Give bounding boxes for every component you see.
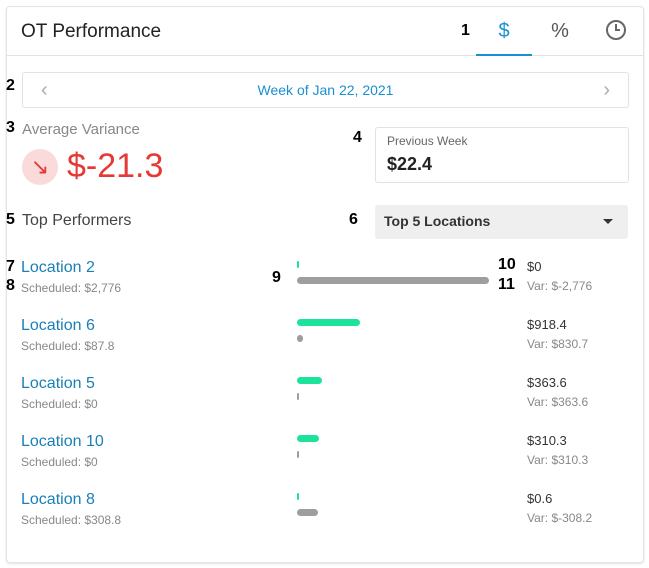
ot-performance-card: OT Performance $ % ‹ Week of Jan 22, 202… bbox=[6, 6, 644, 563]
annotation-9: 9 bbox=[272, 269, 281, 286]
location-name-link[interactable]: Location 8 bbox=[21, 491, 95, 508]
scheduled-bar bbox=[297, 335, 303, 342]
ot-bar bbox=[297, 261, 299, 268]
scheduled-bar bbox=[297, 277, 489, 284]
annotation-5: 5 bbox=[6, 211, 15, 228]
scheduled-bar bbox=[297, 451, 299, 458]
scheduled-bar bbox=[297, 509, 318, 516]
location-variance: Var: $-2,776 bbox=[527, 279, 593, 293]
location-variance: Var: $830.7 bbox=[527, 337, 589, 351]
location-value: $0.6 bbox=[527, 491, 553, 506]
location-scheduled: Scheduled: $87.8 bbox=[21, 339, 115, 353]
location-name-link[interactable]: Location 5 bbox=[21, 375, 95, 392]
location-name-link[interactable]: Location 10 bbox=[21, 433, 104, 450]
percent-icon: % bbox=[551, 20, 569, 42]
location-value: $0 bbox=[527, 259, 542, 274]
ot-bar bbox=[297, 435, 319, 442]
dollar-icon: $ bbox=[498, 20, 510, 42]
annotation-2: 2 bbox=[6, 77, 15, 94]
arrow-down-right-icon: ↘ bbox=[22, 149, 58, 185]
location-value: $918.4 bbox=[527, 317, 567, 332]
location-scheduled: Scheduled: $308.8 bbox=[21, 513, 122, 527]
location-name-link[interactable]: Location 6 bbox=[21, 317, 95, 334]
card-title: OT Performance bbox=[21, 21, 162, 42]
location-variance: Var: $310.3 bbox=[527, 453, 589, 467]
location-row: Location 2 Scheduled: $2,776 $0 Var: $-2,77… bbox=[7, 259, 643, 309]
select-value: Top 5 Locations bbox=[384, 213, 491, 229]
location-scheduled: Scheduled: $0 bbox=[21, 455, 98, 469]
annotation-11: 11 bbox=[498, 276, 515, 293]
previous-week-box: Previous Week $22.4 bbox=[375, 127, 629, 183]
annotation-6: 6 bbox=[349, 211, 358, 228]
annotation-8: 8 bbox=[6, 277, 15, 294]
average-variance-label: Average Variance bbox=[22, 121, 140, 138]
annotation-4: 4 bbox=[353, 129, 362, 146]
card-header: OT Performance $ % bbox=[7, 7, 643, 56]
week-label: Week of Jan 22, 2021 bbox=[257, 82, 394, 98]
location-scheduled: Scheduled: $0 bbox=[21, 397, 98, 411]
top-locations-select[interactable]: Top 5 Locations bbox=[375, 205, 628, 239]
location-row: Location 6 Scheduled: $87.8 $918.4 Var: $83… bbox=[7, 317, 643, 367]
location-name-link[interactable]: Location 2 bbox=[21, 259, 95, 276]
ot-bar bbox=[297, 319, 360, 326]
location-row: Location 5 Scheduled: $0 $363.6 Var: $363.6 bbox=[7, 375, 643, 425]
previous-week-label: Previous Week bbox=[387, 134, 468, 148]
tab-percent[interactable]: % bbox=[532, 7, 588, 55]
location-scheduled: Scheduled: $2,776 bbox=[21, 281, 122, 295]
chevron-left-icon[interactable]: ‹ bbox=[41, 79, 48, 101]
previous-week-value: $22.4 bbox=[387, 154, 433, 174]
scheduled-bar bbox=[297, 393, 299, 400]
location-variance: Var: $363.6 bbox=[527, 395, 589, 409]
location-row: Location 10 Scheduled: $0 $310.3 Var: $310.… bbox=[7, 433, 643, 483]
annotation-3: 3 bbox=[6, 119, 15, 136]
ot-bar bbox=[297, 377, 322, 384]
annotation-1: 1 bbox=[461, 22, 470, 39]
tab-clock[interactable] bbox=[588, 7, 644, 55]
tab-dollar[interactable]: $ bbox=[476, 7, 532, 56]
clock-icon bbox=[606, 20, 626, 41]
location-value: $363.6 bbox=[527, 375, 567, 390]
annotation-10: 10 bbox=[498, 256, 516, 273]
ot-bar bbox=[297, 493, 299, 500]
average-variance-value: $-21.3 bbox=[67, 147, 164, 185]
location-value: $310.3 bbox=[527, 433, 567, 448]
annotation-7: 7 bbox=[6, 258, 15, 275]
location-variance: Var: $-308.2 bbox=[527, 511, 593, 525]
week-selector: ‹ Week of Jan 22, 2021 › bbox=[22, 72, 629, 108]
caret-down-icon bbox=[603, 219, 613, 224]
top-performers-label: Top Performers bbox=[22, 212, 132, 229]
location-row: Location 8 Scheduled: $308.8 $0.6 Var: $-30… bbox=[7, 491, 643, 541]
chevron-right-icon[interactable]: › bbox=[603, 79, 610, 101]
